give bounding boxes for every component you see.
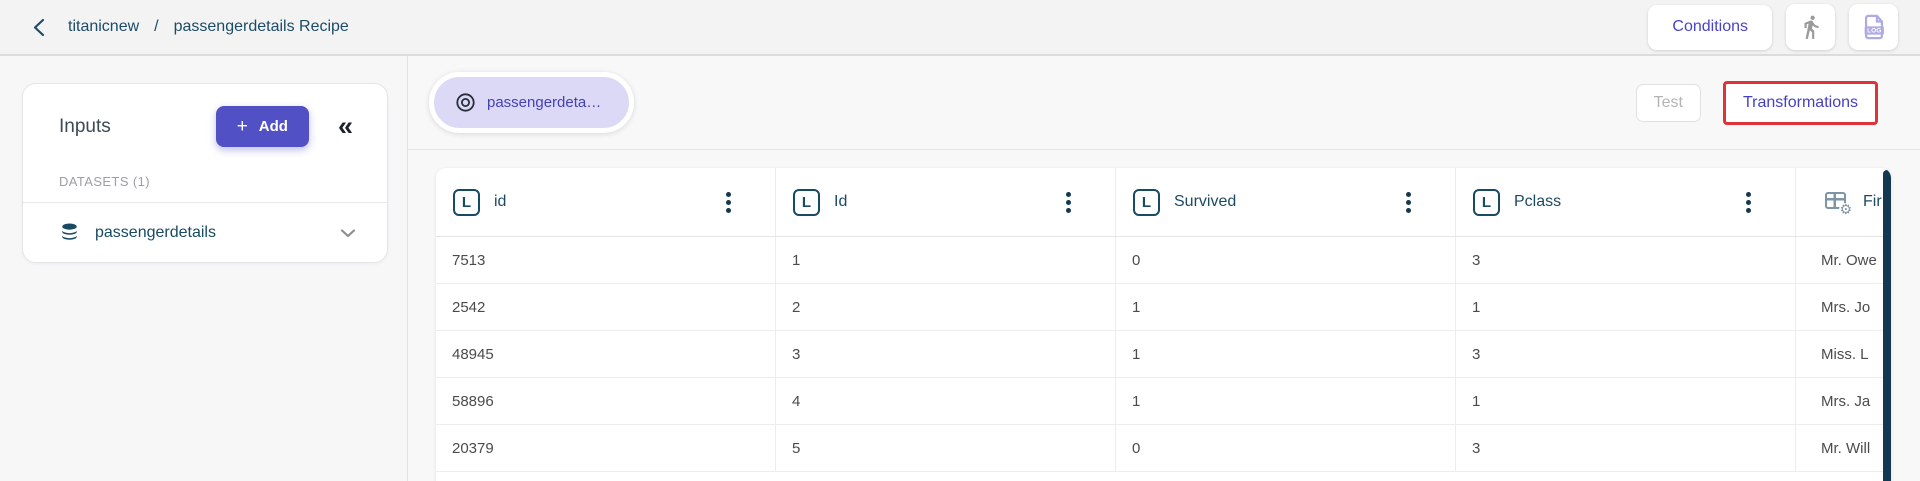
logical-type-icon: L bbox=[1473, 188, 1500, 216]
plus-icon: + bbox=[236, 116, 248, 137]
table-row: 2542 2 1 1 Mrs. Jo bbox=[436, 284, 1891, 331]
chevron-left-icon bbox=[31, 18, 48, 37]
column-menu-icon[interactable] bbox=[722, 188, 735, 217]
table-row: 48945 3 1 3 Miss. L bbox=[436, 331, 1891, 378]
vertical-scrollbar[interactable] bbox=[1883, 170, 1891, 481]
breadcrumb-current: passengerdetails Recipe bbox=[173, 18, 349, 35]
datasets-section-label: DATASETS (1) bbox=[59, 174, 150, 189]
running-person-icon bbox=[1798, 14, 1824, 40]
double-chevron-left-icon: « bbox=[337, 111, 353, 141]
table-cell: 5 bbox=[776, 425, 1116, 471]
dataset-name: passengerdetails bbox=[95, 223, 216, 241]
column-header[interactable]: ⚙ Fir bbox=[1796, 168, 1891, 236]
logical-type-icon: L bbox=[793, 188, 820, 216]
table-cell: 3 bbox=[1456, 425, 1796, 471]
transformations-button[interactable]: Transformations bbox=[1723, 80, 1878, 125]
svg-text:LOG: LOG bbox=[1867, 28, 1881, 35]
conditions-button[interactable]: Conditions bbox=[1648, 4, 1772, 50]
dataset-list-item[interactable]: passengerdetails bbox=[23, 203, 387, 262]
test-button[interactable]: Test bbox=[1635, 83, 1701, 122]
log-button[interactable]: LOG bbox=[1849, 4, 1898, 50]
add-button-label: Add bbox=[258, 118, 288, 135]
topbar: titanicnew / passengerdetails Recipe Con… bbox=[0, 0, 1920, 56]
table-cell: 4 bbox=[776, 378, 1116, 424]
topbar-actions: Conditions LOG bbox=[1648, 4, 1898, 50]
column-header[interactable]: L Pclass bbox=[1456, 168, 1796, 236]
table-cell: 3 bbox=[776, 331, 1116, 377]
content: Inputs + Add « DATASETS (1) bbox=[0, 56, 1920, 481]
table-cell: 2542 bbox=[436, 284, 776, 330]
column-menu-icon[interactable] bbox=[1062, 188, 1075, 217]
logical-type-icon: L bbox=[453, 188, 480, 216]
breadcrumb: titanicnew / passengerdetails Recipe bbox=[68, 18, 349, 36]
table-cell: 1 bbox=[1456, 284, 1796, 330]
column-label: Pclass bbox=[1514, 193, 1562, 210]
collapse-panel-button[interactable]: « bbox=[338, 113, 353, 140]
chip-row: passengerdeta… Test Transformations bbox=[408, 56, 1920, 150]
table-cell: 3 bbox=[1456, 237, 1796, 283]
inputs-title: Inputs bbox=[59, 115, 111, 137]
table-row: 20379 5 0 3 Mr. Will bbox=[436, 425, 1891, 472]
dataset-chip-label: passengerdeta… bbox=[487, 94, 602, 111]
table-cell: 0 bbox=[1116, 425, 1456, 471]
table-cell: 48945 bbox=[436, 331, 776, 377]
column-menu-icon[interactable] bbox=[1742, 188, 1755, 217]
table-cell: 1 bbox=[1116, 331, 1456, 377]
column-menu-icon[interactable] bbox=[1402, 188, 1415, 217]
table-cell: 58896 bbox=[436, 378, 776, 424]
table-cell: 20379 bbox=[436, 425, 776, 471]
table-body: 7513 1 0 3 Mr. Owe 2542 2 1 1 Mrs. Jo 48945 3 1 3 Miss… bbox=[436, 237, 1891, 472]
table-cell: Mrs. Jo bbox=[1821, 298, 1871, 316]
inputs-card: Inputs + Add « DATASETS (1) bbox=[22, 83, 388, 263]
divider bbox=[23, 202, 387, 203]
table-cell: 1 bbox=[1116, 284, 1456, 330]
breadcrumb-project-link[interactable]: titanicnew bbox=[68, 18, 140, 35]
column-header[interactable]: L Survived bbox=[1116, 168, 1456, 236]
logical-type-icon: L bbox=[1133, 188, 1160, 216]
log-file-icon: LOG bbox=[1860, 13, 1888, 41]
table-grid-shape bbox=[1825, 192, 1846, 209]
column-label: Survived bbox=[1174, 193, 1237, 210]
table-cell: 1 bbox=[1456, 378, 1796, 424]
chip-actions: Test Transformations bbox=[1635, 80, 1878, 125]
column-settings-icon: ⚙ bbox=[1825, 191, 1852, 217]
table-row: 7513 1 0 3 Mr. Owe bbox=[436, 237, 1891, 284]
back-button[interactable] bbox=[24, 12, 54, 42]
column-header[interactable]: L Id bbox=[776, 168, 1116, 236]
breadcrumb-separator: / bbox=[154, 18, 159, 35]
inputs-card-header: Inputs + Add « bbox=[23, 84, 387, 147]
run-button[interactable] bbox=[1786, 4, 1835, 50]
dataset-chip[interactable]: passengerdeta… bbox=[429, 72, 635, 133]
table-cell: 0 bbox=[1116, 237, 1456, 283]
table-cell: Miss. L bbox=[1821, 345, 1869, 363]
column-label: Id bbox=[834, 193, 848, 210]
database-icon bbox=[59, 222, 80, 243]
inputs-panel: Inputs + Add « DATASETS (1) bbox=[0, 56, 408, 481]
gear-glyph: ⚙ bbox=[1839, 202, 1852, 218]
add-input-button[interactable]: + Add bbox=[215, 106, 309, 147]
table-cell: 1 bbox=[776, 237, 1116, 283]
table-cell: Mr. Owe bbox=[1821, 251, 1877, 269]
table-cell: 3 bbox=[1456, 331, 1796, 377]
table-row: 58896 4 1 1 Mrs. Ja bbox=[436, 378, 1891, 425]
table-cell: 2 bbox=[776, 284, 1116, 330]
chevron-down-icon[interactable] bbox=[336, 221, 360, 245]
table-cell: 1 bbox=[1116, 378, 1456, 424]
column-label: id bbox=[494, 193, 507, 210]
table-cell: 7513 bbox=[436, 237, 776, 283]
bullseye-icon bbox=[455, 92, 476, 113]
table-cell: Mrs. Ja bbox=[1821, 392, 1871, 410]
table-cell: Mr. Will bbox=[1821, 439, 1871, 457]
column-label: Fir bbox=[1863, 193, 1882, 210]
